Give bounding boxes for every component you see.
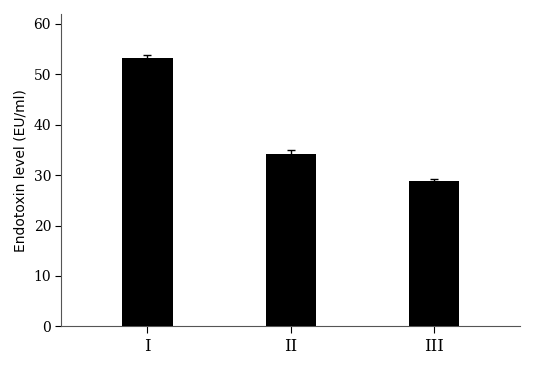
Bar	[122, 58, 172, 326]
Bar	[266, 154, 316, 326]
Y-axis label: Endotoxin level (EU/ml): Endotoxin level (EU/ml)	[14, 89, 28, 252]
Bar	[409, 181, 459, 326]
